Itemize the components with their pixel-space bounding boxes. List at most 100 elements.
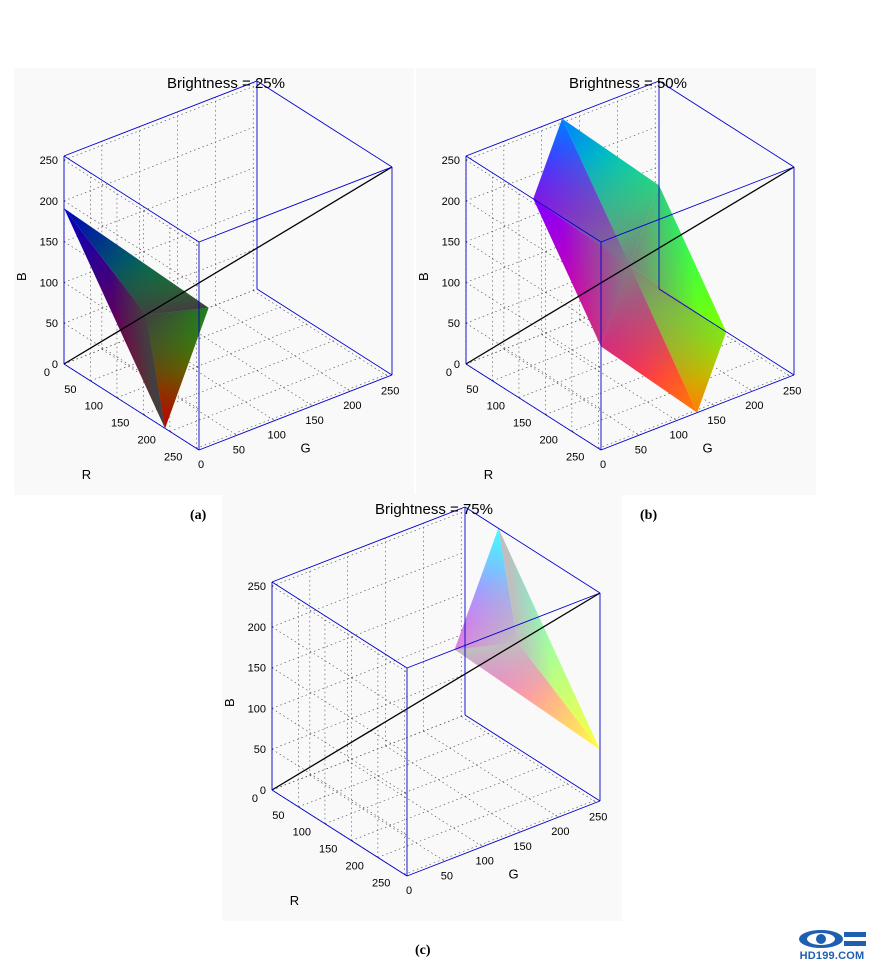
box-edge	[600, 166, 795, 243]
z-tick-label: 50	[448, 318, 460, 330]
y-tick-label: 150	[707, 415, 725, 427]
grid-line	[253, 290, 389, 377]
x-tick-label: 0	[252, 793, 258, 805]
gray-diagonal-line	[271, 592, 601, 791]
z-axis-label: B	[222, 698, 237, 707]
y-tick-label: 250	[381, 385, 399, 397]
grid-line	[271, 673, 466, 750]
surface-shading	[454, 528, 518, 650]
grid-line	[271, 510, 466, 587]
grid-line	[271, 626, 408, 714]
grid-line	[271, 551, 466, 628]
x-tick-label: 0	[446, 367, 452, 379]
chart-panel-b: 0 50 100 150 200 250 0 50 100 150 200 250 0 50 100 150 2…	[416, 68, 816, 495]
y-tick-label: 150	[513, 841, 531, 853]
grid-line	[545, 339, 739, 415]
x-tick-label: 150	[513, 418, 531, 430]
y-tick-label: 200	[343, 400, 361, 412]
z-tick-label: 200	[442, 196, 460, 208]
box-edge	[406, 592, 601, 669]
surface-shading	[601, 265, 698, 413]
gray-diagonal-line	[63, 166, 393, 365]
grid-line	[63, 84, 258, 161]
z-tick-label: 100	[248, 703, 266, 715]
grid-line	[271, 592, 466, 668]
box-edge	[198, 374, 393, 451]
y-tick-label: 100	[670, 430, 688, 442]
box-edge	[63, 155, 200, 243]
grid-line	[385, 745, 521, 833]
grid-line	[404, 799, 598, 875]
z-tick-label: 50	[46, 318, 58, 330]
box-edge	[271, 789, 408, 877]
box-edge	[198, 166, 393, 243]
surface-shading	[629, 265, 727, 413]
grid-line	[492, 305, 686, 382]
box-edge	[600, 374, 795, 451]
y-tick-label: 50	[441, 870, 453, 882]
grid-line	[271, 667, 408, 754]
z-tick-label: 250	[248, 581, 266, 593]
x-axis-label: R	[290, 893, 299, 908]
grid-line	[465, 247, 660, 324]
grid-line	[215, 304, 351, 392]
y-tick-label: 250	[589, 811, 607, 823]
x-tick-label: 250	[164, 451, 182, 463]
x-tick-label: 50	[272, 810, 284, 822]
x-tick-label: 100	[487, 401, 505, 413]
grid-line	[271, 748, 408, 836]
z-tick-label: 150	[248, 663, 266, 675]
z-tick-label: 0	[260, 785, 266, 797]
box-edge	[658, 80, 795, 168]
box-edge	[406, 800, 601, 877]
x-tick-label: 200	[346, 860, 364, 872]
z-tick-label: 200	[248, 622, 266, 634]
surface-shading	[629, 185, 727, 332]
z-axis-label: B	[14, 272, 29, 281]
z-tick-label: 50	[254, 744, 266, 756]
y-tick-label: 200	[551, 826, 569, 838]
watermark-logo: HD199.COM	[796, 928, 868, 966]
y-tick-label: 200	[745, 400, 763, 412]
y-tick-label: 50	[635, 444, 647, 456]
grid-line	[571, 356, 765, 432]
x-tick-label: 50	[466, 384, 478, 396]
x-tick-label: 250	[372, 877, 390, 889]
box-edge	[271, 506, 466, 583]
grid-line	[196, 373, 390, 449]
box-edge	[465, 363, 602, 451]
box-edge	[63, 363, 200, 451]
x-tick-label: 250	[566, 451, 584, 463]
chart-title: Brightness = 25%	[167, 75, 285, 92]
grid-line	[271, 585, 408, 673]
surface-shading	[533, 198, 630, 347]
box-edge	[658, 288, 795, 376]
grid-line	[271, 714, 466, 791]
chart-b: 0 50 100 150 200 250 0 50 100 150 200 250 0 50 100 150 2…	[416, 75, 801, 482]
grid-line	[169, 356, 363, 432]
chart-panel-a: 0 50 100 150 200 250 0 50 100 150 200 250 0 50 100 150 2…	[14, 68, 414, 495]
surface-shading	[454, 642, 600, 750]
box-edge	[464, 506, 601, 594]
z-tick-label: 150	[442, 237, 460, 249]
box-edge	[464, 714, 601, 802]
z-tick-label: 100	[40, 277, 58, 289]
box-edge	[63, 80, 258, 157]
grid-line	[271, 633, 466, 709]
x-tick-label: 150	[319, 844, 337, 856]
chart-title: Brightness = 75%	[375, 501, 493, 518]
watermark-text: HD199.COM	[799, 950, 865, 962]
y-tick-label: 0	[198, 459, 204, 471]
x-tick-label: 100	[85, 401, 103, 413]
x-tick-label: 50	[64, 384, 76, 396]
z-tick-label: 150	[40, 237, 58, 249]
grid-line	[351, 765, 545, 841]
y-tick-label: 0	[406, 885, 412, 897]
z-tick-label: 100	[442, 277, 460, 289]
y-tick-label: 250	[783, 385, 801, 397]
eye-logo-icon	[799, 930, 866, 948]
grid-line	[324, 748, 519, 825]
box-edge	[256, 288, 393, 376]
chart-c: 0 50 100 150 200 250 0 50 100 150 200 250 0 50 100 150 2…	[222, 501, 607, 908]
surface-shading	[64, 208, 209, 315]
